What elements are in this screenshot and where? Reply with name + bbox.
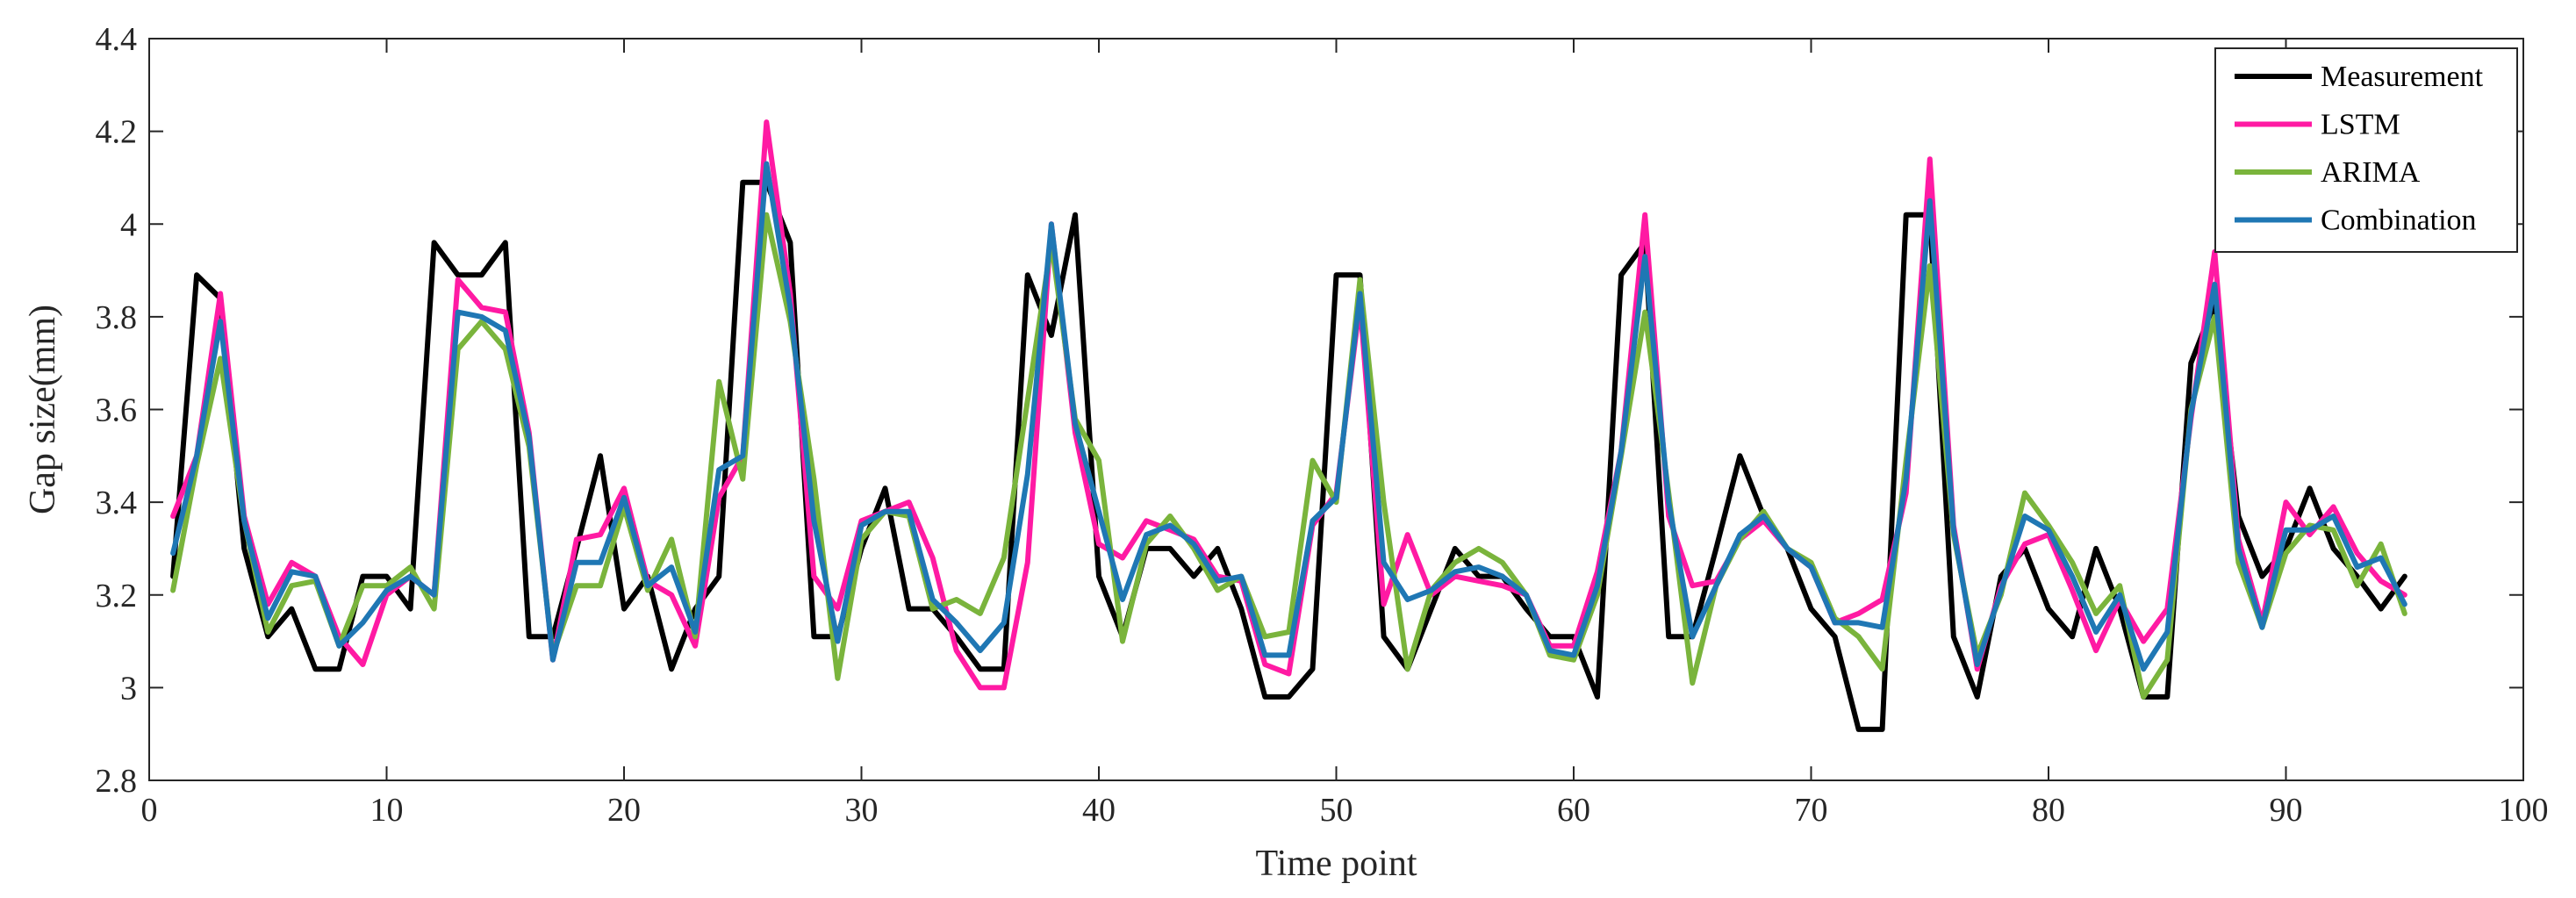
- plot-area: [149, 39, 2523, 780]
- x-tick-label: 10: [370, 792, 404, 829]
- y-tick-label: 4.2: [96, 114, 138, 151]
- x-tick-label: 60: [1557, 792, 1590, 829]
- y-tick-label: 4: [120, 206, 137, 243]
- x-tick-label: 50: [1320, 792, 1353, 829]
- x-tick-label: 90: [2270, 792, 2303, 829]
- legend-label-measurement: Measurement: [2321, 61, 2484, 93]
- y-tick-label: 3.2: [96, 578, 138, 614]
- x-tick-label: 40: [1082, 792, 1116, 829]
- x-tick-label: 100: [2499, 792, 2549, 829]
- legend-label-arima: ARIMA: [2321, 156, 2421, 189]
- y-axis-label: Gap size(mm): [23, 305, 63, 514]
- ticks-layer: 0 10 20 30 40 50 60 70 80 90 100 2.8 3 3.2 3.4 3.6 3.8 4 4…: [96, 21, 2549, 829]
- legend-label-combination: Combination: [2321, 205, 2477, 237]
- x-tick-label: 30: [845, 792, 879, 829]
- series-line-combination: [170, 161, 2407, 672]
- x-axis-label: Time point: [1256, 844, 1417, 884]
- series-layer: [170, 119, 2407, 732]
- y-tick-label: 2.8: [96, 763, 138, 800]
- legend-label-lstm: LSTM: [2321, 109, 2400, 141]
- y-tick-label: 3.4: [96, 485, 138, 521]
- y-tick-label: 3.8: [96, 299, 138, 336]
- x-tick-label: 20: [607, 792, 641, 829]
- x-tick-label: 0: [141, 792, 158, 829]
- legend: Measurement LSTM ARIMA Combination: [2214, 47, 2518, 253]
- x-tick-label: 70: [1795, 792, 1828, 829]
- series-line-measurement: [170, 179, 2407, 732]
- y-tick-label: 3: [120, 670, 137, 707]
- x-tick-label: 80: [2032, 792, 2065, 829]
- y-tick-label: 3.6: [96, 392, 138, 429]
- y-tick-label: 4.4: [96, 21, 138, 58]
